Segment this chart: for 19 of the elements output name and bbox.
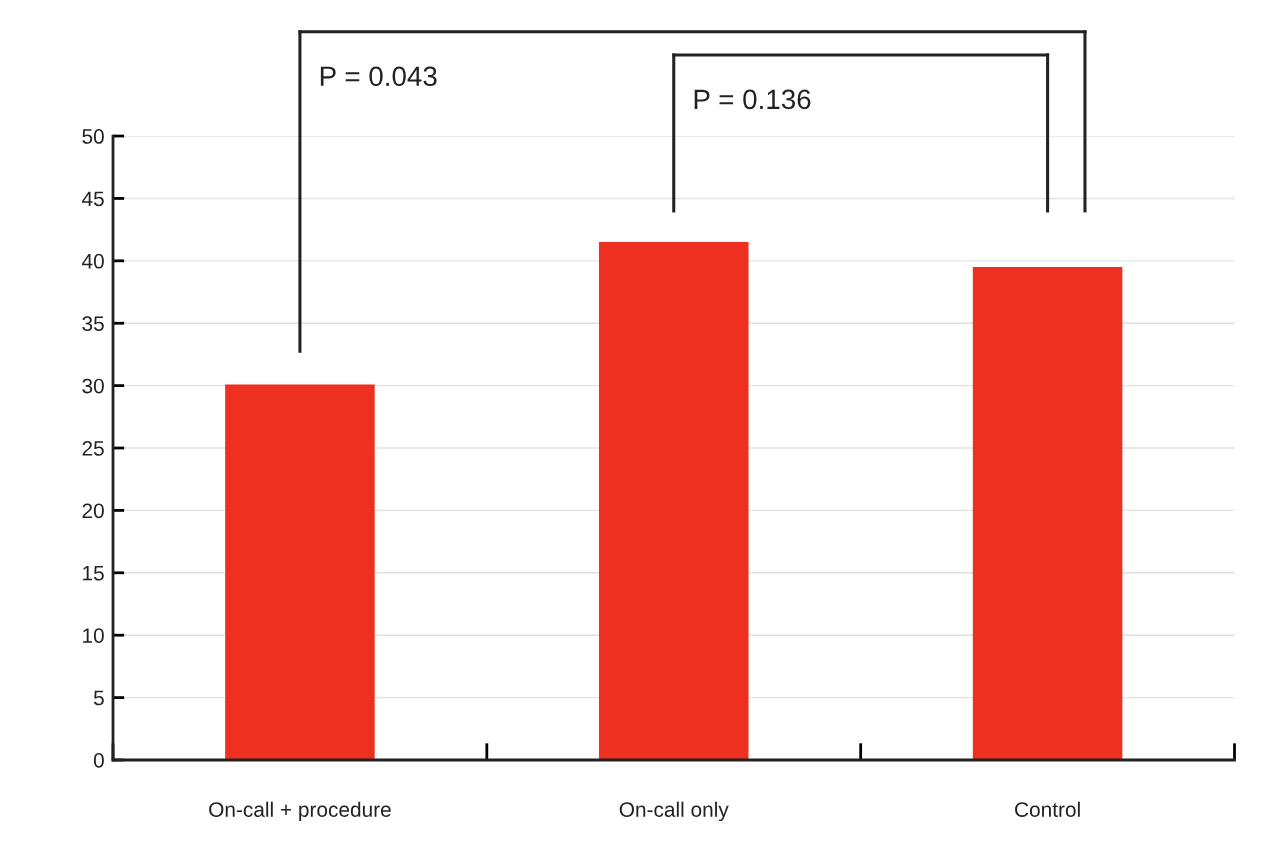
bar [972, 267, 1123, 760]
y-tick-label: 50 [82, 129, 104, 144]
y-tick-label: 0 [93, 752, 104, 768]
y-tick-label: 10 [83, 628, 104, 643]
bar [225, 384, 375, 760]
y-tick-label: 40 [81, 253, 104, 269]
y-tick-label: 35 [82, 316, 104, 331]
y-tick-label: 45 [81, 191, 104, 207]
y-tick-label: 15 [83, 566, 104, 581]
y-tick-label: 25 [82, 441, 104, 456]
y-tick-label: 5 [93, 690, 104, 706]
x-tick-label: On-call only [619, 801, 729, 822]
text: P = 0.043 [320, 66, 437, 87]
bar [598, 242, 749, 760]
x-tick-label: Control [1015, 801, 1080, 817]
y-tick-label: 30 [82, 378, 104, 394]
text: P = 0.136 [694, 89, 811, 110]
x-tick-label: On-call + procedure [209, 801, 391, 822]
y-tick-label: 20 [82, 503, 104, 519]
